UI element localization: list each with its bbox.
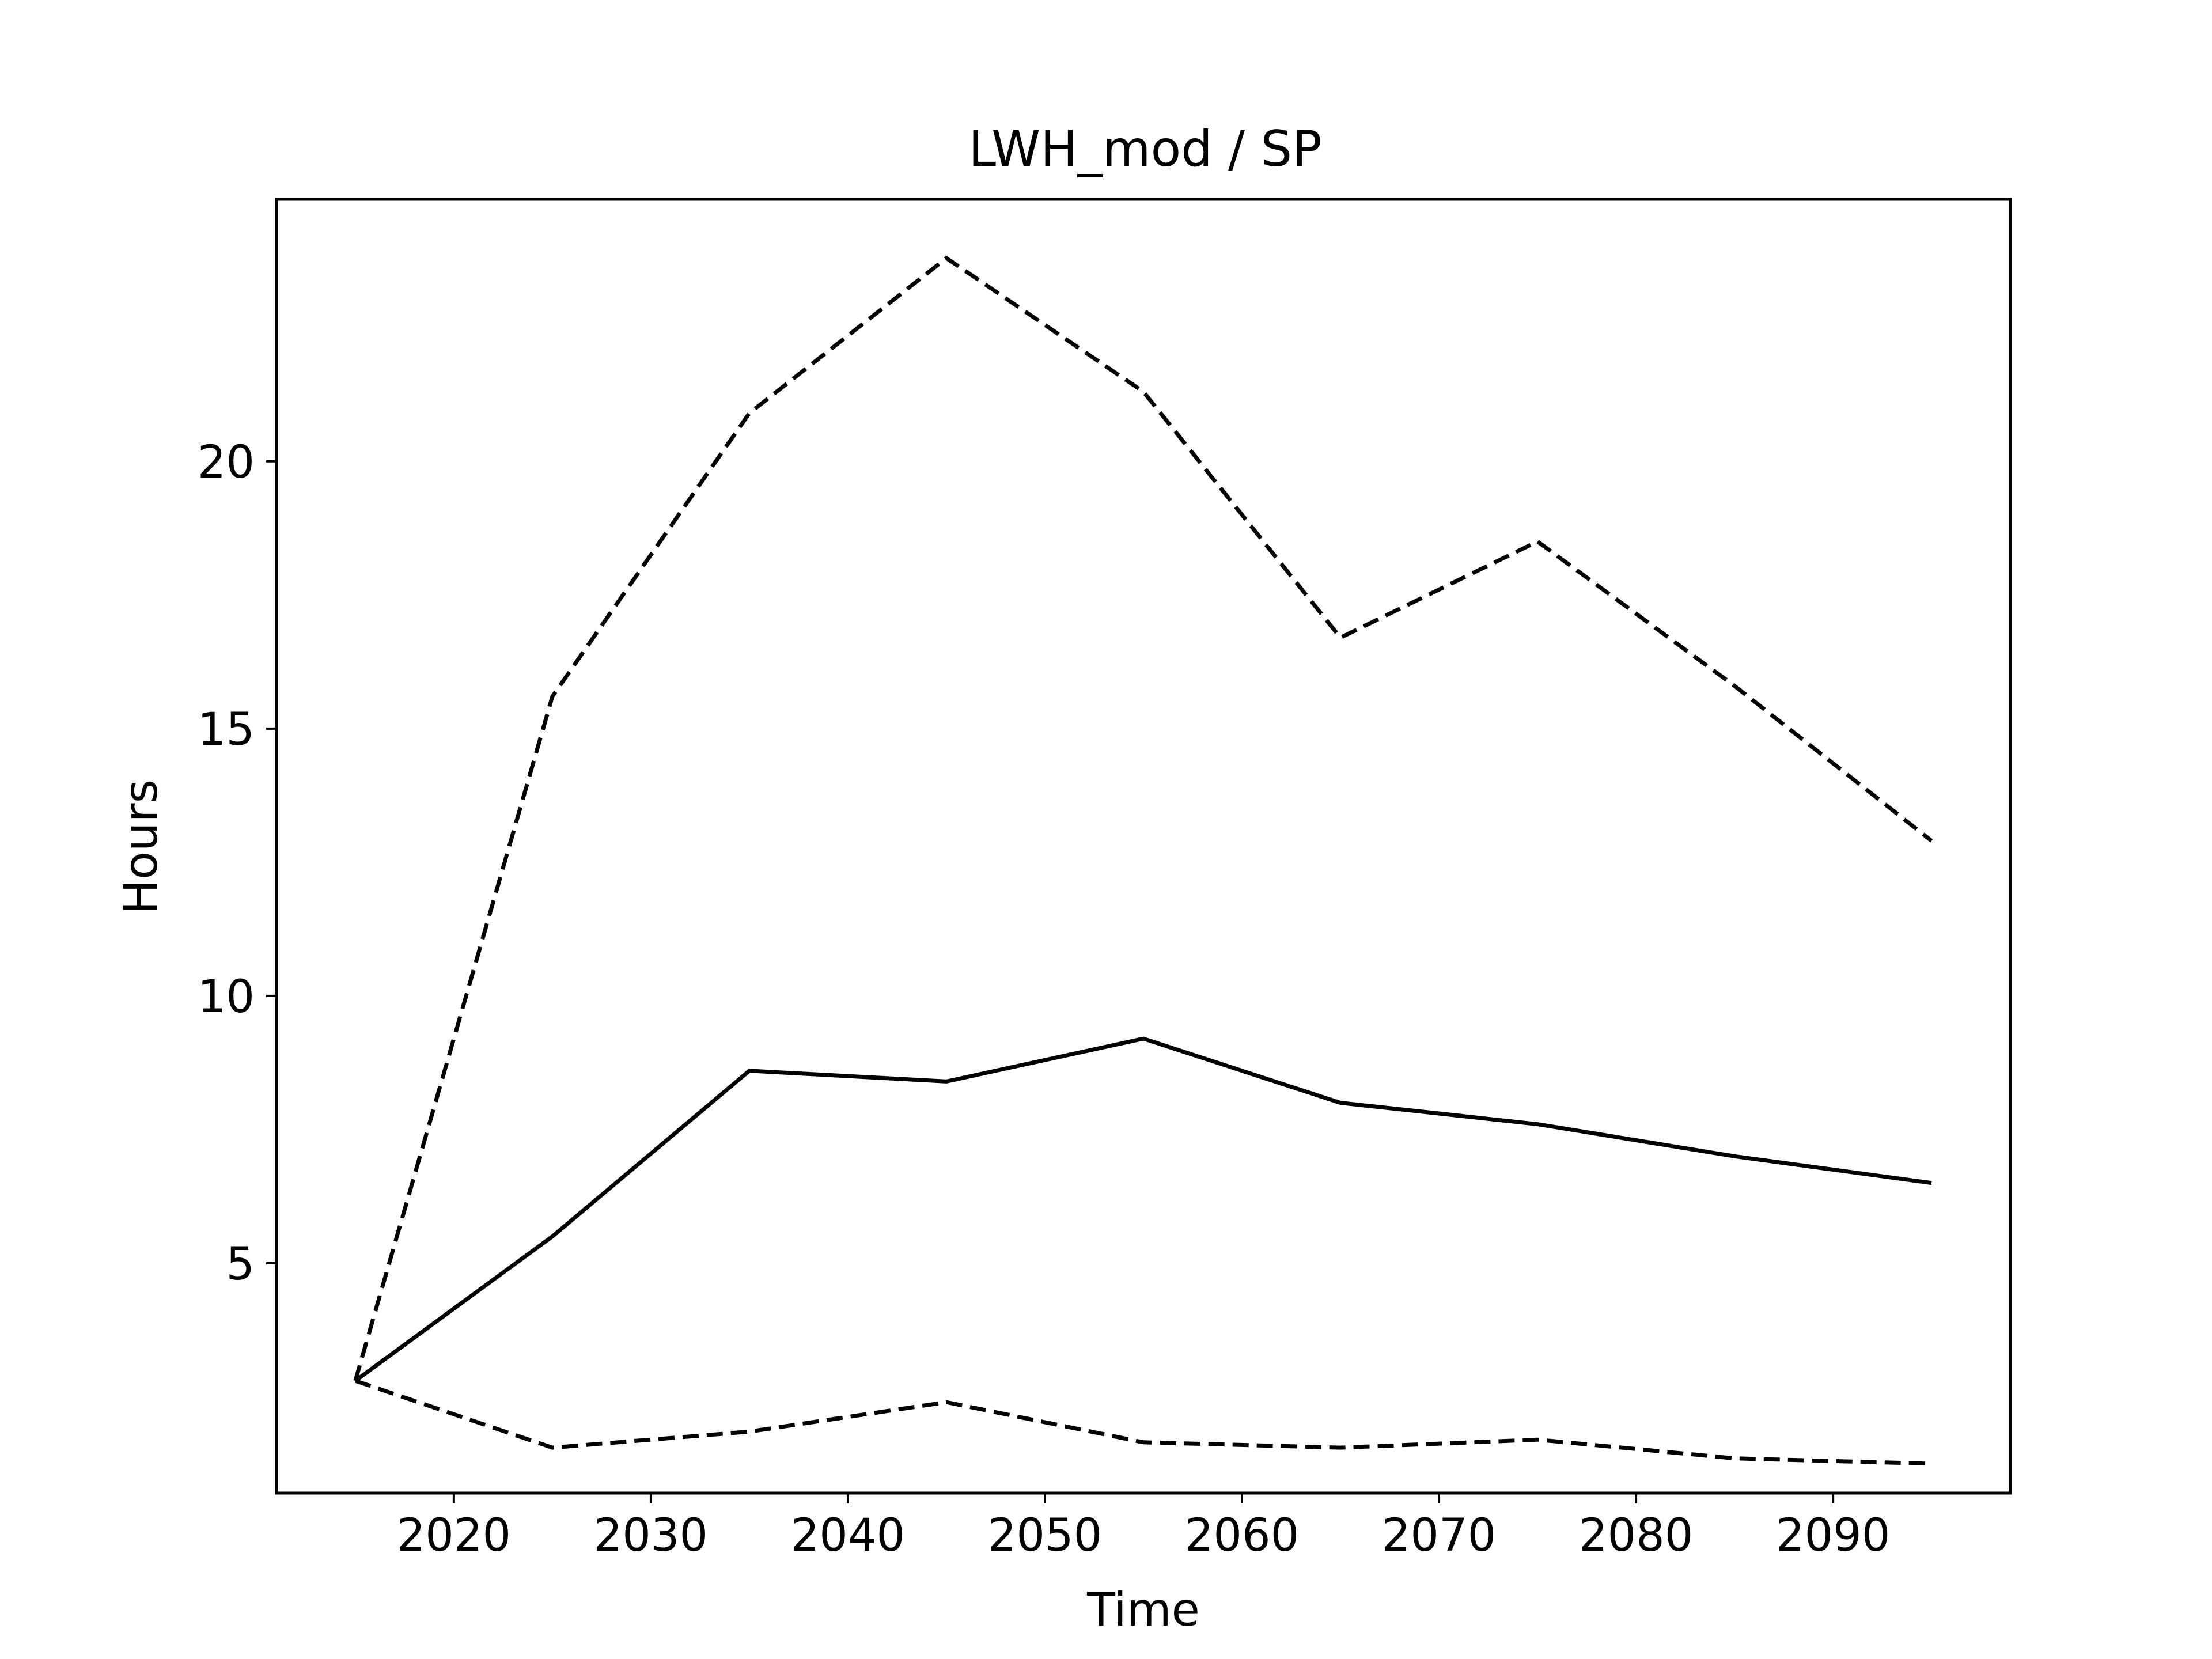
chart-title: LWH_mod / SP xyxy=(968,120,1322,178)
x-tick-label: 2030 xyxy=(594,1510,709,1562)
upper-dashed-series-line xyxy=(353,255,1933,1382)
x-axis-label: Time xyxy=(1086,1583,1200,1637)
plot-series xyxy=(353,255,1933,1466)
lower-dashed-series-line xyxy=(354,1378,1932,1466)
plot-frame xyxy=(275,198,2012,1495)
y-tick-label: 20 xyxy=(198,437,255,488)
x-tick-label: 2050 xyxy=(988,1510,1103,1562)
x-tick-label: 2080 xyxy=(1579,1510,1694,1562)
x-tick-label: 2060 xyxy=(1185,1510,1300,1562)
y-axis: 5 10 15 20 xyxy=(198,437,276,1290)
y-axis-label: Hours xyxy=(114,779,168,914)
x-tick-label: 2090 xyxy=(1776,1510,1891,1562)
median-solid-series-line xyxy=(354,1036,1932,1382)
y-tick-label: 5 xyxy=(226,1238,255,1290)
x-axis: 2020 2030 2040 2050 2060 2070 2080 2090 xyxy=(397,1493,1891,1562)
y-tick-label: 15 xyxy=(198,704,255,756)
x-tick-label: 2020 xyxy=(397,1510,512,1562)
y-tick-label: 10 xyxy=(198,971,255,1023)
x-tick-label: 2040 xyxy=(791,1510,906,1562)
x-tick-label: 2070 xyxy=(1382,1510,1497,1562)
